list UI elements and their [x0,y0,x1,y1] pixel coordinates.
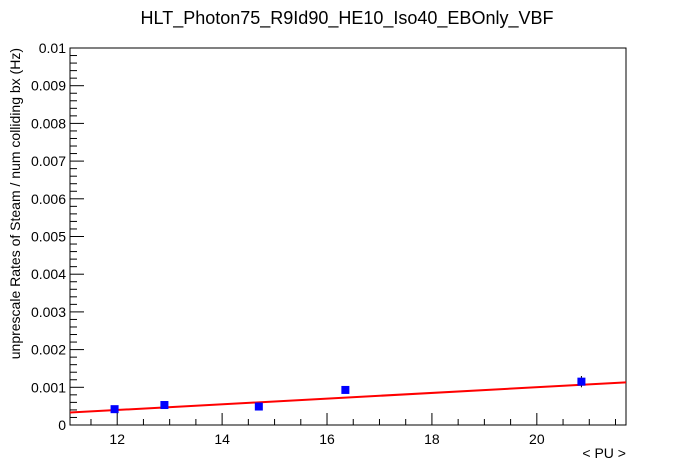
y-tick-label: 0.01 [39,40,66,56]
y-axis: 0 0.001 0.002 0.003 0.004 0.005 0.006 0.007 0.00… [31,40,84,433]
data-point [254,402,263,411]
y-tick-label: 0.009 [31,78,66,94]
y-tick-label: 0.004 [31,266,66,282]
chart-title: HLT_Photon75_R9Id90_HE10_Iso40_EBOnly_VB… [141,8,554,29]
y-tick-label: 0.006 [31,191,66,207]
y-tick-label: 0.001 [31,379,66,395]
x-tick-label: 14 [214,431,230,447]
x-tick-label: 12 [109,431,125,447]
data-point [160,401,169,410]
x-tick-label: 18 [424,431,440,447]
y-tick-label: 0.008 [31,115,66,131]
data-point [110,405,119,414]
y-tick-label: 0 [58,417,66,433]
y-tick-label: 0.007 [31,153,66,169]
data-points-layer [110,375,586,414]
data-point [341,385,350,394]
y-tick-label: 0.003 [31,304,66,320]
y-tick-label: 0.002 [31,342,66,358]
x-axis-label: < PU > [582,445,626,461]
y-axis-label: unprescale Rates of Steam / num collidin… [7,48,23,359]
x-tick-label: 16 [319,431,335,447]
x-tick-label: 20 [529,431,545,447]
x-axis: 12 14 16 18 20 [90,413,617,447]
data-point [577,377,586,386]
y-tick-label: 0.005 [31,229,66,245]
